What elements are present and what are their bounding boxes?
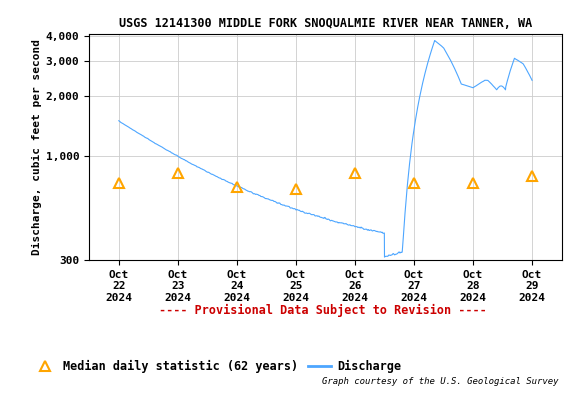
- Text: ---- Provisional Data Subject to Revision ----: ---- Provisional Data Subject to Revisio…: [158, 304, 487, 316]
- Text: Graph courtesy of the U.S. Geological Survey: Graph courtesy of the U.S. Geological Su…: [322, 377, 559, 386]
- Title: USGS 12141300 MIDDLE FORK SNOQUALMIE RIVER NEAR TANNER, WA: USGS 12141300 MIDDLE FORK SNOQUALMIE RIV…: [119, 17, 532, 30]
- Legend: Median daily statistic (62 years), Discharge: Median daily statistic (62 years), Disch…: [29, 356, 406, 378]
- Y-axis label: Discharge, cubic feet per second: Discharge, cubic feet per second: [32, 39, 41, 255]
